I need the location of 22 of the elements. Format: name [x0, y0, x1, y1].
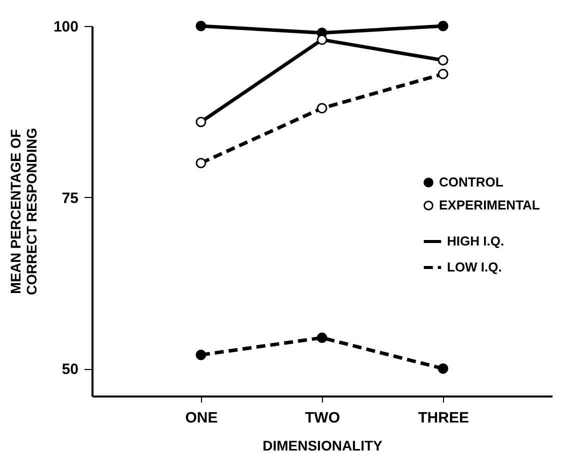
y-tick-label: 50 — [62, 361, 78, 378]
point — [316, 103, 328, 114]
point — [196, 20, 206, 32]
x-tick-label: ONE — [185, 410, 218, 426]
point — [438, 20, 448, 32]
x-tick-label: TWO — [305, 410, 340, 426]
y-axis-title: MEAN PERCENTAGE OF CORRECT RESPONDING — [7, 128, 40, 296]
x-axis-title: DIMENSIONALITY — [262, 438, 384, 454]
legend-label: EXPERIMENTAL — [439, 198, 540, 212]
point — [196, 350, 206, 360]
point — [196, 116, 206, 128]
y-tick-label: 100 — [53, 18, 78, 36]
point — [438, 55, 448, 66]
annotation: HIGH I.Q. — [447, 234, 504, 248]
point — [196, 158, 206, 168]
annotation: LOW I.Q. — [447, 260, 502, 274]
point — [438, 68, 448, 80]
y-tick-label: 75 — [62, 190, 78, 207]
point — [438, 363, 448, 374]
point — [316, 332, 328, 343]
x-tick-label: THREE — [418, 410, 469, 426]
legend-label: CONTROL — [439, 174, 504, 190]
